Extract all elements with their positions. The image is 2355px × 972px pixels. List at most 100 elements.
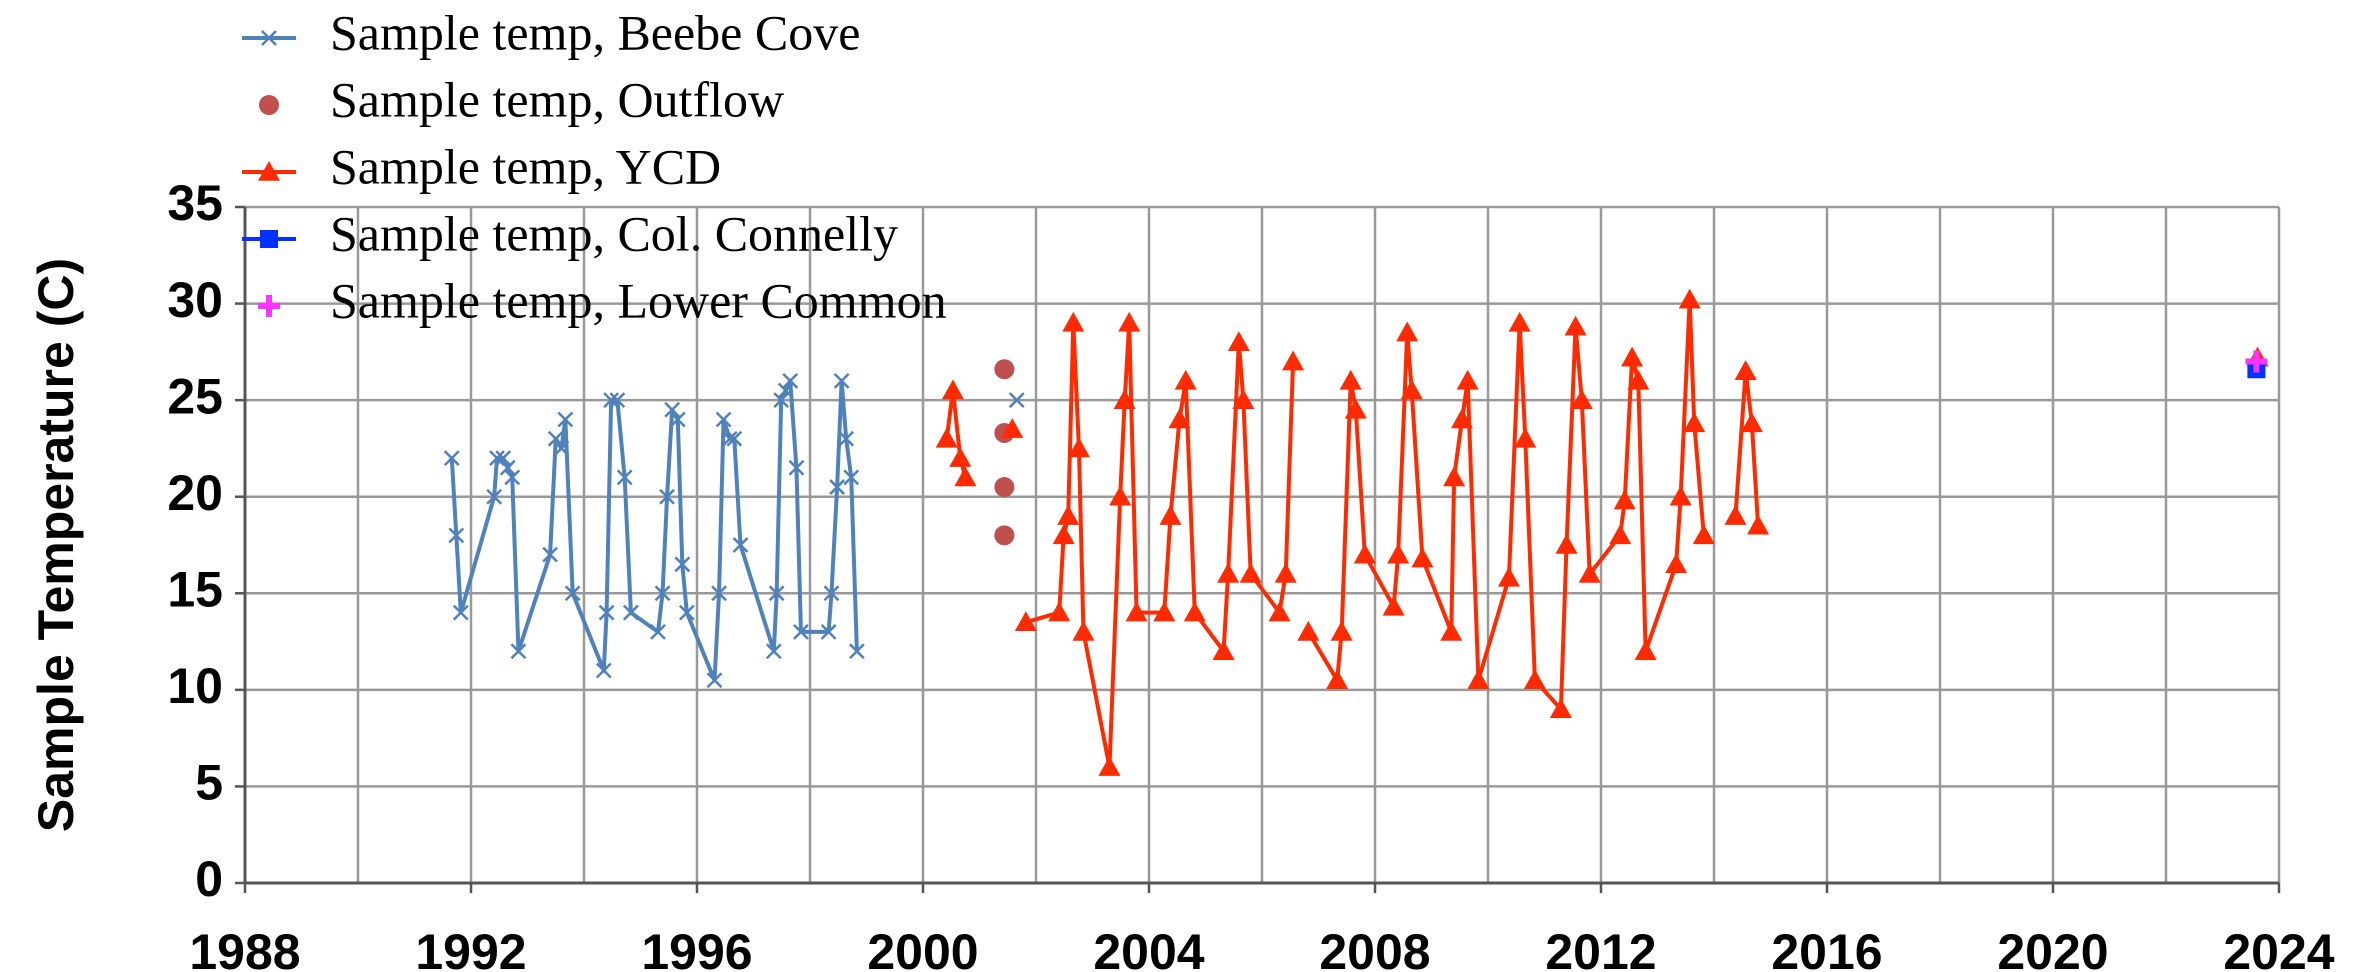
marker [1514,427,1537,448]
marker [678,604,695,621]
legend-label: Sample temp, Outflow [330,71,784,127]
marker [1669,485,1692,506]
marker [1344,398,1367,419]
marker [654,585,671,602]
marker [829,479,846,495]
marker [1508,311,1531,332]
marker [1125,601,1148,622]
marker [1353,543,1376,564]
marker [1227,331,1250,351]
marker [448,527,465,544]
y-axis-label: Sample Temperature (C) [28,258,84,832]
x-tick-label: 2016 [1771,924,1882,972]
legend-label: Sample temp, Lower Common [330,272,947,328]
x-tick-label: 2004 [1093,924,1204,972]
marker [499,459,516,476]
marker [1232,389,1255,409]
x-tick-label: 1988 [189,924,300,972]
marker [2245,350,2268,373]
marker [838,430,855,447]
marker [1564,315,1587,336]
marker [1747,514,1770,535]
marker [1382,595,1405,616]
marker [994,525,1015,546]
marker [1008,392,1025,409]
marker [557,411,574,428]
marker [1052,524,1075,545]
marker [1678,288,1701,309]
marker [1613,489,1636,510]
marker [1057,505,1080,525]
marker [495,450,512,466]
marker [949,447,972,467]
marker [598,604,615,621]
marker [1451,408,1474,429]
marker [1724,505,1747,525]
marker [1153,601,1176,622]
marker [1067,437,1090,458]
y-tick-label: 15 [167,561,223,617]
marker [1014,611,1037,632]
marker [1443,466,1466,487]
marker [823,585,840,602]
marker [1692,524,1715,545]
marker [542,546,558,563]
marker [773,392,790,409]
marker [260,230,278,248]
marker [1400,379,1423,400]
marker [1740,412,1763,433]
marker [1113,389,1136,409]
marker [659,488,675,505]
marker [547,430,564,447]
marker [1411,547,1434,568]
marker [259,95,279,115]
x-tick-label: 2020 [1997,924,2108,972]
marker [1396,321,1419,342]
marker [843,469,860,486]
marker [715,411,732,428]
marker [1734,360,1757,380]
marker [258,295,280,317]
marker [793,624,809,640]
marker [1239,562,1262,583]
marker [1098,756,1121,776]
marker [1523,669,1546,689]
marker [935,427,958,448]
marker [564,585,581,602]
marker [1634,640,1657,661]
marker [443,450,460,466]
marker [706,672,723,689]
x-tick-label: 2000 [867,924,978,972]
marker [1497,566,1520,587]
marker [1109,485,1132,506]
x-tick-label: 2008 [1319,924,1430,972]
marker [1609,524,1632,545]
marker [1001,418,1024,438]
marker [1330,620,1353,641]
marker [1282,350,1305,371]
marker [1665,553,1688,574]
marker [616,469,633,486]
x-tick-label: 1996 [641,924,752,972]
marker [674,556,691,573]
marker [1217,562,1240,583]
marker [1326,669,1349,689]
marker [994,477,1015,498]
marker [1683,412,1706,433]
marker [609,392,626,409]
marker [1183,601,1206,622]
marker [1072,620,1095,641]
marker [721,430,738,447]
marker [782,372,799,389]
marker [1297,620,1320,641]
marker [765,643,782,660]
marker [258,161,280,181]
marker [726,430,743,447]
marker [603,392,620,409]
y-tick-label: 35 [167,175,223,231]
y-tick-label: 25 [167,368,223,424]
marker [1048,601,1071,622]
marker [1168,408,1191,429]
marker [1062,311,1085,332]
y-tick-label: 0 [195,851,223,907]
